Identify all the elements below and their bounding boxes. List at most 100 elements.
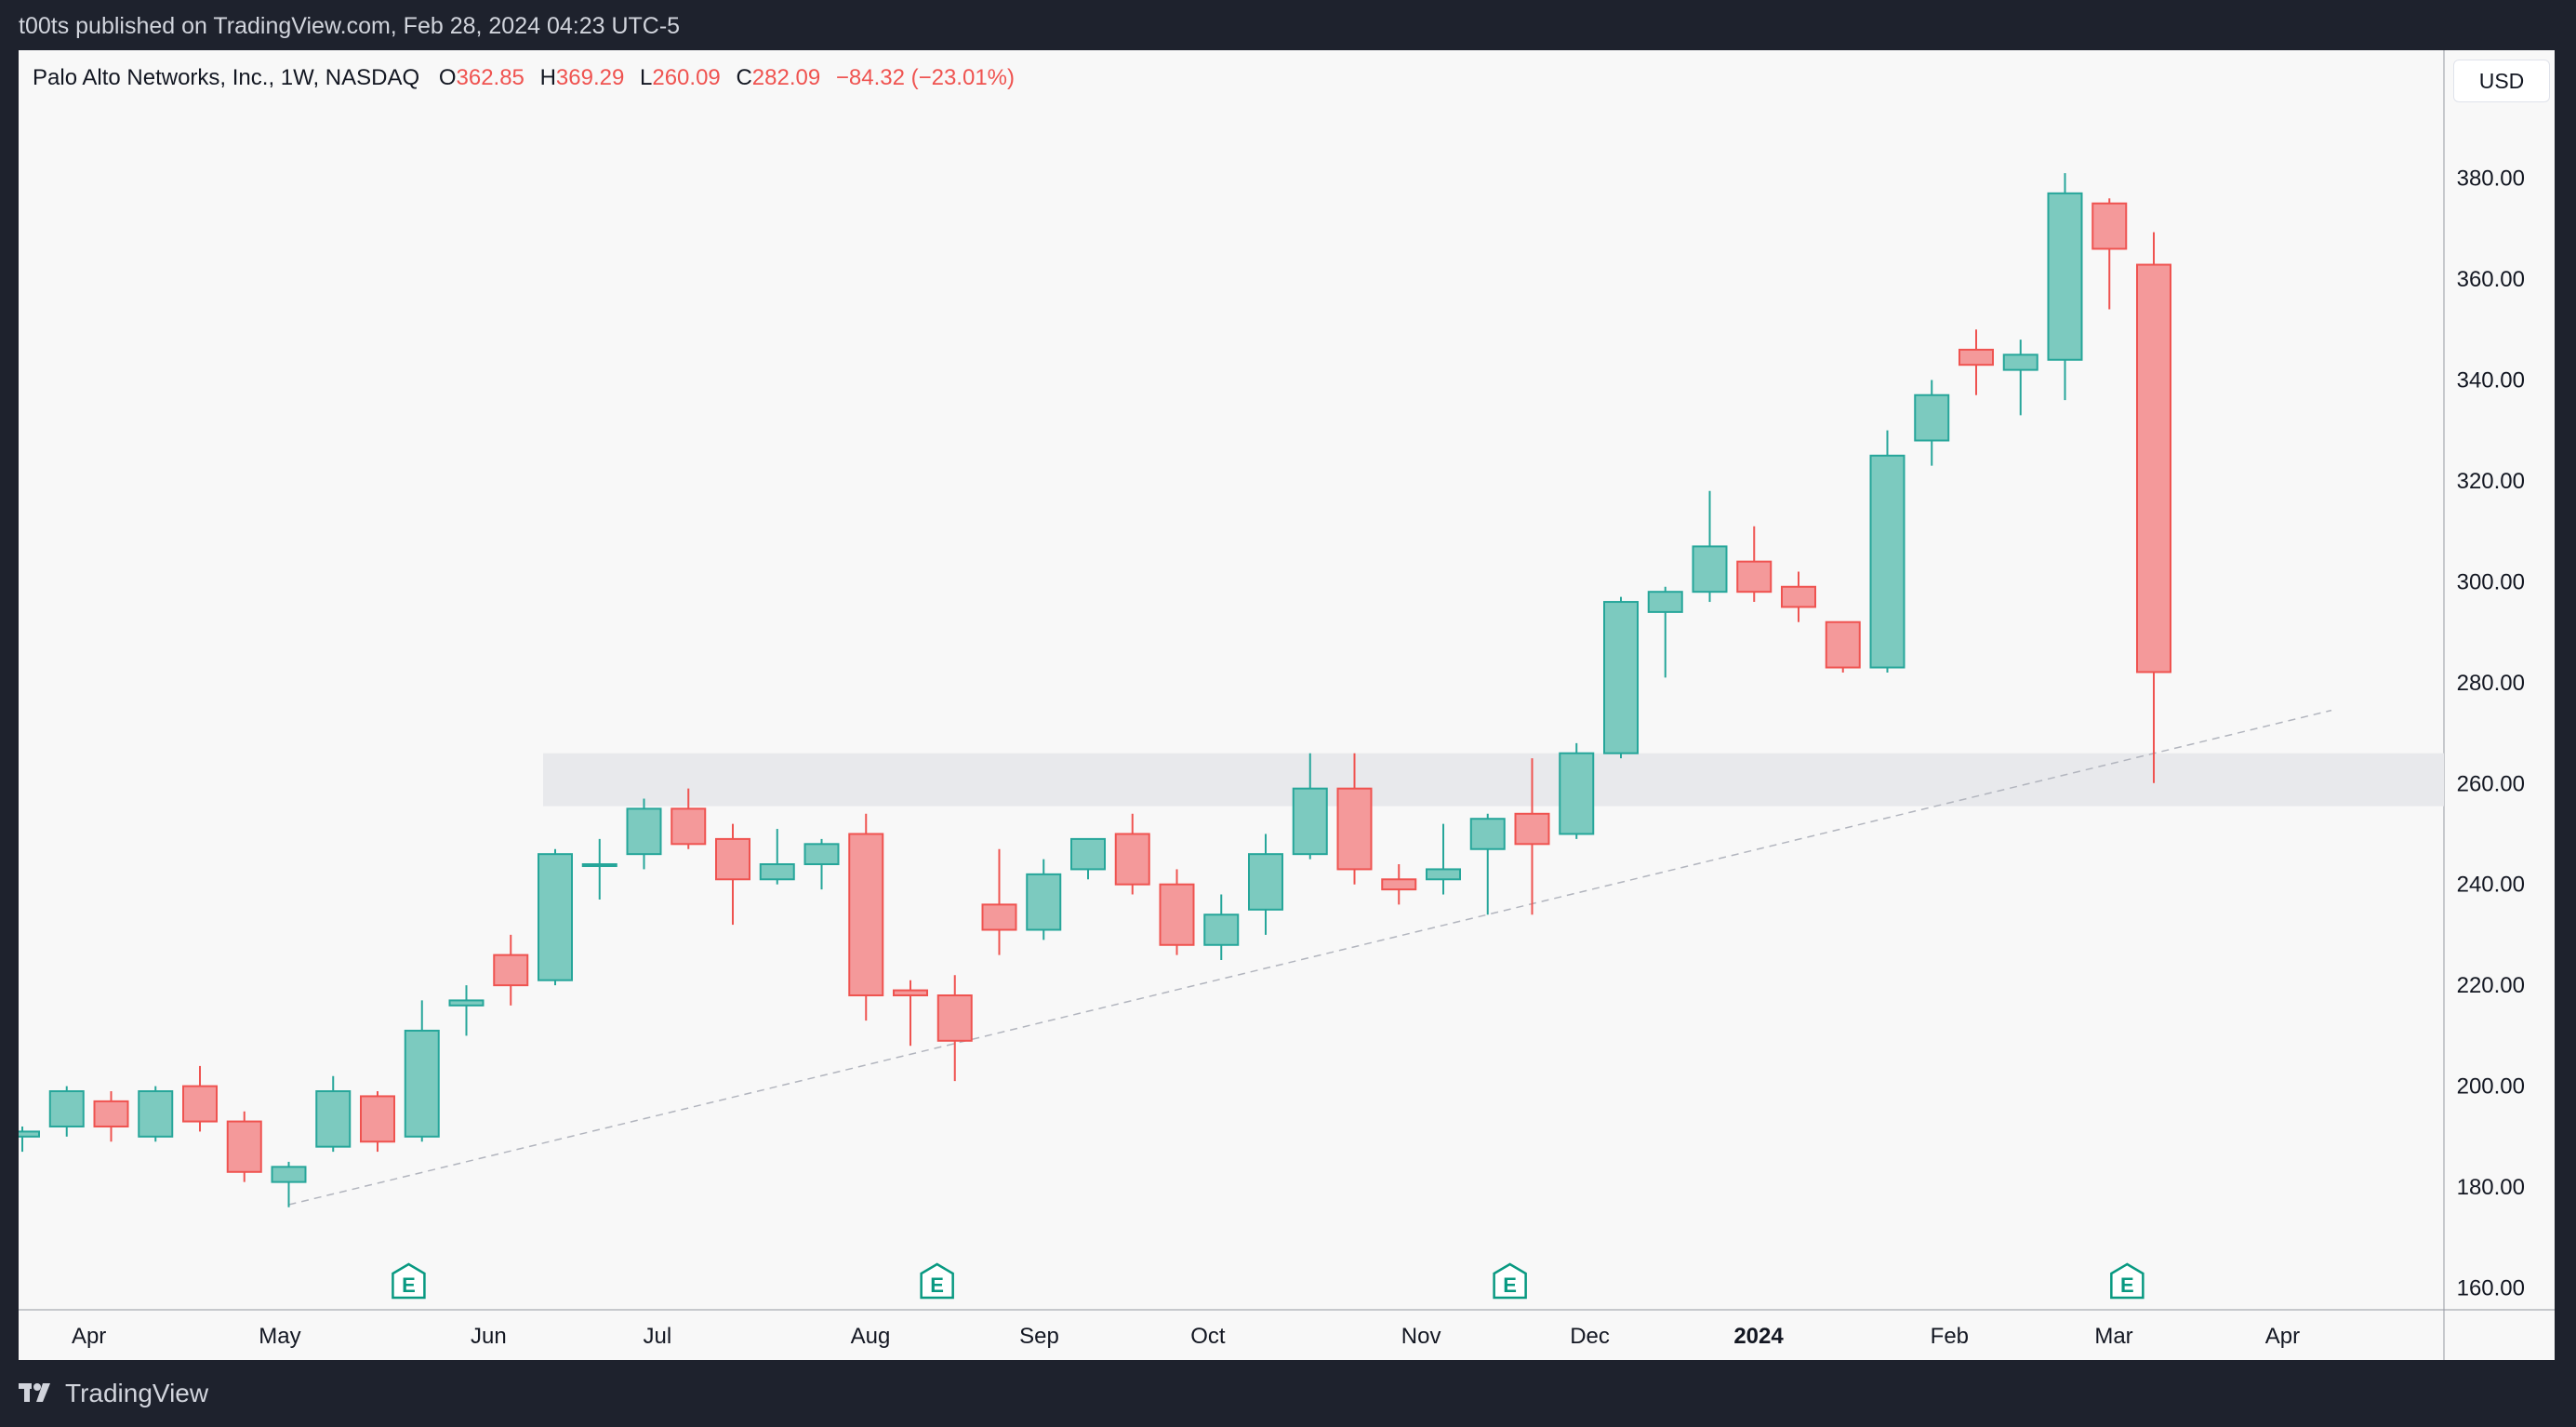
price-axis-label: 200.00 — [2457, 1074, 2525, 1100]
earnings-marker-icon — [2110, 1262, 2144, 1300]
time-axis-label: Jul — [643, 1324, 671, 1349]
earnings-marker-label: E — [1503, 1274, 1517, 1297]
symbol-name: Palo Alto Networks, Inc., 1W, NASDAQ — [33, 65, 420, 90]
candle-up — [448, 999, 485, 1007]
price-axis-label: 300.00 — [2457, 569, 2525, 594]
candle-up — [1248, 853, 1283, 911]
candle-up — [1292, 787, 1328, 856]
candle-up — [271, 1166, 307, 1183]
candle-down — [360, 1095, 395, 1143]
bottom-bar — [0, 1360, 2576, 1427]
candle-up — [1647, 591, 1683, 613]
time-axis-label: Apr — [2265, 1324, 2300, 1349]
time-axis-label: Apr — [72, 1324, 106, 1349]
trendline — [288, 709, 2332, 1206]
price-axis-label: 320.00 — [2457, 469, 2525, 494]
time-axis-label: Aug — [851, 1324, 891, 1349]
candle-up — [1603, 601, 1639, 754]
time-axis-label: Mar — [2094, 1324, 2132, 1349]
candle-down — [936, 994, 973, 1042]
candle-down — [848, 833, 884, 996]
candle-down — [1336, 787, 1373, 871]
candle-up — [759, 863, 795, 881]
price-axis-label: 220.00 — [2457, 973, 2525, 998]
candle-down — [981, 903, 1017, 931]
candle-down — [715, 837, 750, 881]
price-axis-label: 280.00 — [2457, 671, 2525, 696]
candle-up — [2047, 192, 2083, 361]
candle-up — [138, 1090, 174, 1138]
candle-up — [2002, 353, 2038, 371]
candle-down — [1114, 833, 1150, 886]
price-axis-label: 160.00 — [2457, 1276, 2525, 1301]
candle-down — [2091, 202, 2128, 250]
close-label: C — [736, 65, 752, 90]
open-value: 362.85 — [456, 65, 524, 90]
candle-up — [1426, 868, 1461, 881]
tradingview-logo-icon — [19, 1383, 50, 1402]
time-axis-label: Feb — [1931, 1324, 1969, 1349]
earnings-marker-label: E — [2120, 1274, 2134, 1297]
time-axis-label: 2024 — [1733, 1324, 1784, 1349]
earnings-marker-icon — [920, 1262, 954, 1300]
candle-up — [1869, 454, 1905, 669]
candle-up — [19, 1130, 40, 1138]
candle-down — [1159, 883, 1195, 946]
candle-up — [1559, 752, 1595, 835]
low-value: 260.09 — [652, 65, 721, 90]
candle-up — [1914, 393, 1950, 442]
candle-down — [2136, 263, 2171, 673]
time-axis-label: Sep — [1019, 1324, 1059, 1349]
candle-down — [493, 954, 529, 987]
time-axis-label: Nov — [1401, 1324, 1441, 1349]
change-value: −84.32 (−23.01%) — [835, 65, 1015, 90]
candle-up — [538, 853, 573, 981]
tradingview-logo-text: TradingView — [65, 1379, 209, 1407]
candle-up — [1692, 545, 1728, 593]
top-bar: t00ts published on TradingView.com, Feb … — [0, 0, 2576, 50]
support-zone — [543, 753, 2444, 807]
price-axis-label: 380.00 — [2457, 167, 2525, 192]
chart-panel[interactable]: 380.00 360.00 340.00 320.00 300.00 280.00 260.… — [19, 50, 2555, 1360]
candle-down — [1959, 348, 1994, 367]
candle-down — [1736, 560, 1773, 593]
time-axis-label: Dec — [1570, 1324, 1610, 1349]
candle-up — [1026, 873, 1062, 931]
candle-up — [1469, 818, 1506, 850]
candle-down — [93, 1100, 129, 1127]
symbol-legend: Palo Alto Networks, Inc., 1W, NASDAQ O36… — [33, 65, 1015, 91]
candle-down — [893, 989, 928, 996]
candle-up — [626, 807, 662, 856]
time-axis-label: Oct — [1190, 1324, 1226, 1349]
price-axis-label: 240.00 — [2457, 873, 2525, 898]
candle-down — [671, 807, 707, 846]
time-axis-label: Jun — [471, 1324, 507, 1349]
high-value: 369.29 — [555, 65, 625, 90]
close-value: 282.09 — [751, 65, 821, 90]
time-axis-label: May — [259, 1324, 300, 1349]
candle-up — [315, 1090, 352, 1148]
candle-down — [1781, 585, 1816, 608]
price-axis-label: 180.00 — [2457, 1175, 2525, 1200]
candle-down — [1825, 620, 1861, 669]
candle-up — [1203, 914, 1240, 946]
candle-up — [1070, 837, 1106, 871]
tradingview-logo[interactable]: TradingView — [19, 1379, 208, 1408]
candle-down — [1514, 812, 1550, 846]
high-label: H — [539, 65, 556, 90]
earnings-marker-label: E — [402, 1274, 416, 1297]
candle-up — [581, 863, 617, 868]
published-info: t00ts published on TradingView.com, Feb … — [19, 13, 681, 39]
candle-down — [1381, 878, 1417, 891]
candle-up — [48, 1090, 85, 1127]
price-axis-label: 360.00 — [2457, 267, 2525, 292]
low-label: L — [640, 65, 653, 90]
earnings-marker-icon — [1493, 1262, 1527, 1300]
price-chart[interactable]: 380.00 360.00 340.00 320.00 300.00 280.00 260.… — [19, 50, 2555, 1360]
price-axis-label: 260.00 — [2457, 771, 2525, 796]
earnings-marker-icon — [392, 1262, 426, 1300]
price-axis-label: 340.00 — [2457, 367, 2525, 393]
currency-button[interactable]: USD — [2453, 60, 2550, 102]
candle-down — [182, 1085, 218, 1123]
candle-up — [803, 843, 840, 866]
